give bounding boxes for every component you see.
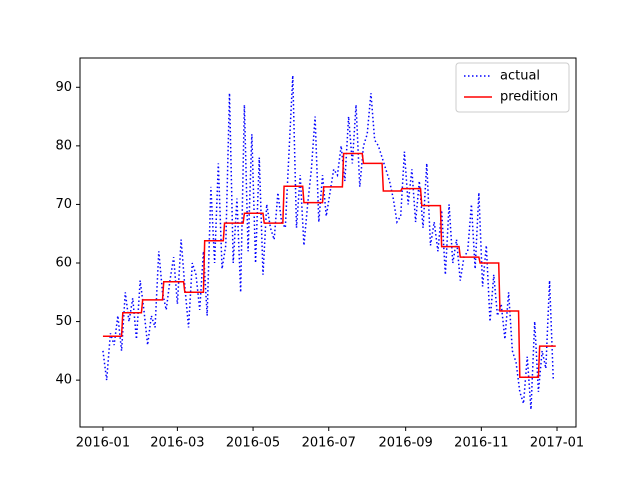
x-tick-label: 2017-01 [530,436,584,451]
x-tick-label: 2016-09 [378,436,432,451]
y-tick-label: 90 [55,80,72,95]
y-tick-label: 70 [55,197,72,212]
x-tick-label: 2016-11 [454,436,508,451]
x-tick-label: 2016-01 [76,436,130,451]
x-tick-label: 2016-05 [226,436,280,451]
series-line [102,152,556,378]
legend-label: actual [500,69,540,84]
x-tick-label: 2016-03 [150,436,204,451]
y-tick-label: 60 [55,256,72,271]
x-tick-label: 2016-07 [302,436,356,451]
y-tick-label: 40 [55,373,72,388]
y-tick-label: 80 [55,138,72,153]
axes-frame [79,57,577,428]
legend-label: predition [500,90,558,105]
y-tick-label: 50 [55,314,72,329]
